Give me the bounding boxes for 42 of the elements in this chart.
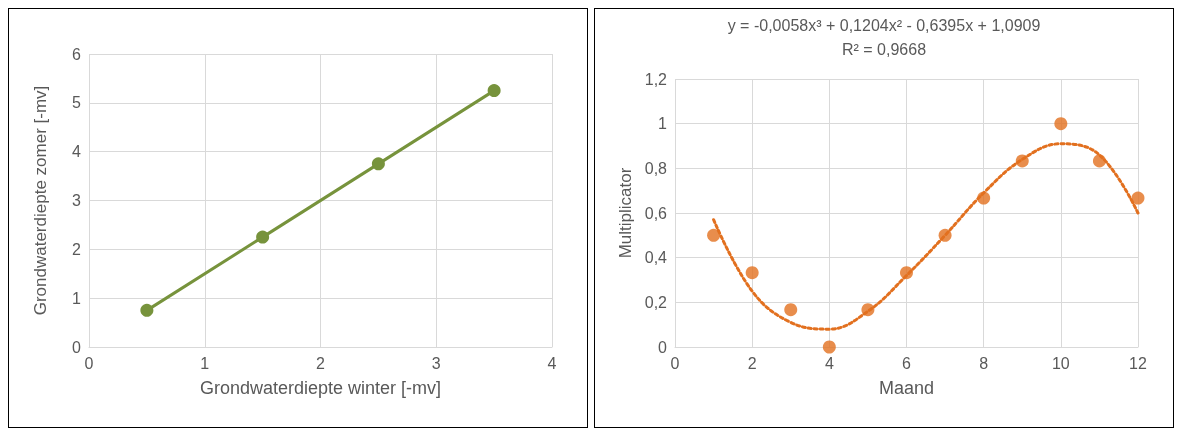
point — [784, 303, 798, 317]
y-tick-label: 1 — [658, 115, 668, 133]
point — [487, 84, 501, 98]
point — [822, 340, 836, 354]
point — [1054, 117, 1068, 131]
y-tick-label: 3 — [72, 192, 82, 209]
point — [371, 157, 385, 171]
text: R² = 0,9668 — [841, 40, 927, 58]
point — [140, 303, 154, 317]
y-tick-label: 0,4 — [644, 249, 668, 267]
x-tick-label: 3 — [431, 354, 441, 372]
x-tick-label: 6 — [902, 354, 912, 372]
y-tick-label: 6 — [72, 45, 82, 63]
x-tick-label: 12 — [1129, 354, 1147, 372]
x-tick-label: 0 — [84, 354, 94, 372]
y-tick-label: 1,2 — [644, 70, 668, 88]
y-tick-label: 0,2 — [644, 293, 668, 311]
y-tick-label: 2 — [72, 240, 82, 258]
x-tick-label: 4 — [824, 354, 834, 372]
text: y = -0,0058x³ + 0,1204x² - 0,6395x + 1,0909 — [727, 16, 1041, 34]
x-axis-title: Maand — [878, 378, 935, 398]
y-tick-label: 4 — [72, 143, 82, 161]
x-tick-label: 4 — [547, 354, 557, 372]
y-tick-label: 0,8 — [644, 159, 668, 177]
y-tick-label: 5 — [72, 94, 82, 112]
x-tick-label: 0 — [670, 354, 680, 372]
point — [1131, 191, 1145, 205]
y-axis-title: Multiplicator — [615, 167, 635, 259]
point — [707, 228, 721, 242]
point — [256, 230, 270, 244]
y-tick-label: 0 — [658, 338, 668, 356]
y-tick-label: 0 — [72, 338, 82, 356]
point — [745, 266, 759, 280]
y-tick-label: 1 — [72, 289, 82, 307]
x-tick-label: 10 — [1051, 354, 1070, 372]
x-tick-label: 8 — [979, 354, 989, 372]
x-tick-label: 2 — [747, 354, 757, 372]
y-axis-title: Grondwaterdiepte zomer [-mv] — [31, 85, 50, 316]
x-tick-label: 2 — [316, 354, 326, 372]
x-tick-label: 1 — [200, 354, 210, 372]
x-axis-title: Grondwaterdiepte winter [-mv] — [199, 378, 442, 398]
y-tick-label: 0,6 — [644, 204, 668, 222]
